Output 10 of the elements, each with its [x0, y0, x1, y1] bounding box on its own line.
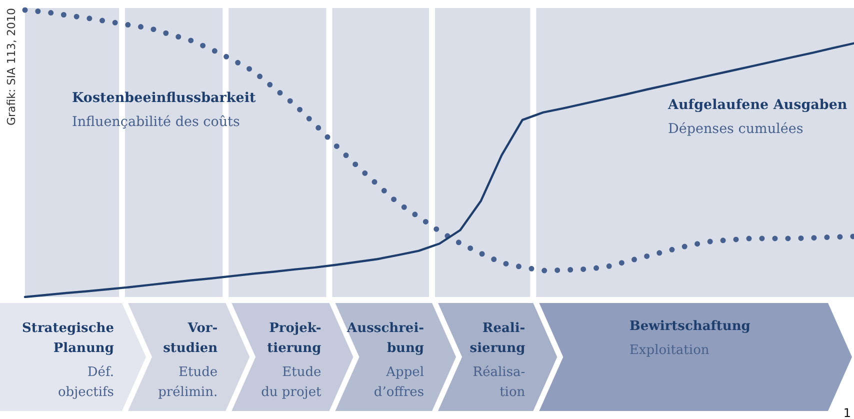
text: Reali- sierung Réalisa- tion: [470, 321, 526, 400]
text: Vor- studien Etude prélimin.: [158, 321, 218, 400]
text: Bewirtschaftung Exploitation: [629, 319, 750, 358]
text: Strategische Planung Déf. objectifs: [22, 321, 114, 400]
text: Ausschrei- bung Appel d’offres: [346, 321, 424, 400]
series-label: Aufgelaufene Ausgaben Dépenses cumulées: [667, 97, 848, 137]
series-label: Kostenbeeinflussbarkeit Influençabilité des coûts: [72, 90, 256, 130]
text: 1: [843, 406, 851, 419]
text: Projek- tierung Etude du projet: [261, 321, 322, 400]
annotation: Grafik: SIA 113, 2010: [5, 8, 18, 126]
